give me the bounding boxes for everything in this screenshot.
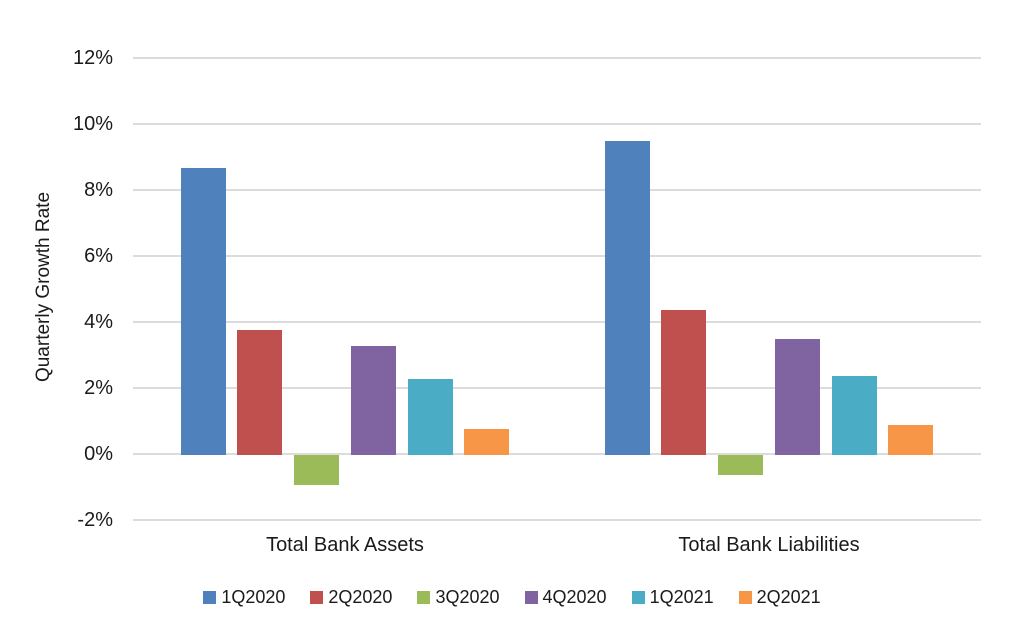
- bar-3q2020-total-bank-liabilities: [718, 455, 763, 475]
- bar-1q2021-total-bank-assets: [408, 379, 453, 455]
- legend-label: 2Q2020: [328, 587, 393, 607]
- bar-3q2020-total-bank-assets: [294, 455, 339, 485]
- legend-item-1q2020: 1Q2020: [203, 587, 285, 608]
- bar-2q2021-total-bank-liabilities: [888, 425, 933, 455]
- y-axis-tick-label: 12%: [72, 47, 113, 69]
- legend: 1Q2020 2Q2020 3Q2020 4Q2020 1Q2021 2Q2021: [0, 587, 1024, 608]
- y-axis-tick-label: 10%: [72, 113, 113, 135]
- legend-label: 1Q2020: [221, 587, 286, 607]
- legend-label: 4Q2020: [542, 587, 607, 607]
- bar-2q2020-total-bank-assets: [237, 330, 282, 455]
- gridline: [133, 453, 981, 455]
- gridline: [133, 255, 981, 257]
- y-axis-tick-label: 6%: [84, 245, 113, 267]
- legend-swatch-icon: [631, 591, 645, 604]
- legend-swatch-icon: [203, 591, 217, 604]
- y-axis-title: Quarterly Growth Rate: [33, 191, 54, 383]
- gridline: [133, 519, 981, 521]
- bar-1q2020-total-bank-assets: [181, 168, 226, 455]
- gridline: [133, 123, 981, 125]
- bar-2q2020-total-bank-liabilities: [661, 310, 706, 455]
- y-axis-tick-label: 4%: [84, 311, 113, 333]
- y-axis-tick-label: 0%: [84, 443, 113, 465]
- legend-label: 1Q2021: [649, 587, 714, 607]
- legend-swatch-icon: [310, 591, 324, 604]
- gridline: [133, 387, 981, 389]
- legend-label: 3Q2020: [435, 587, 500, 607]
- gridline: [133, 57, 981, 59]
- legend-label: 2Q2021: [756, 587, 821, 607]
- legend-item-4q2020: 4Q2020: [524, 587, 607, 608]
- gridline: [133, 321, 981, 323]
- gridline: [133, 189, 981, 191]
- y-axis-tick-label: 8%: [84, 179, 113, 201]
- legend-item-3q2020: 3Q2020: [417, 587, 500, 608]
- category-label-total-bank-liabilities: Total Bank Liabilities: [678, 534, 860, 556]
- legend-swatch-icon: [417, 591, 431, 604]
- bar-4q2020-total-bank-assets: [351, 346, 396, 455]
- legend-item-1q2021: 1Q2021: [631, 587, 714, 608]
- y-axis-tick-label: -2%: [77, 509, 113, 531]
- bar-4q2020-total-bank-liabilities: [775, 339, 820, 455]
- legend-swatch-icon: [524, 591, 538, 604]
- bar-2q2021-total-bank-assets: [464, 429, 509, 455]
- legend-item-2q2020: 2Q2020: [310, 587, 392, 608]
- bar-1q2021-total-bank-liabilities: [832, 376, 877, 455]
- legend-item-2q2021: 2Q2021: [738, 587, 821, 608]
- bar-1q2020-total-bank-liabilities: [605, 141, 650, 455]
- category-label-total-bank-assets: Total Bank Assets: [266, 534, 424, 556]
- y-axis-tick-label: 2%: [84, 377, 113, 399]
- legend-swatch-icon: [738, 591, 752, 604]
